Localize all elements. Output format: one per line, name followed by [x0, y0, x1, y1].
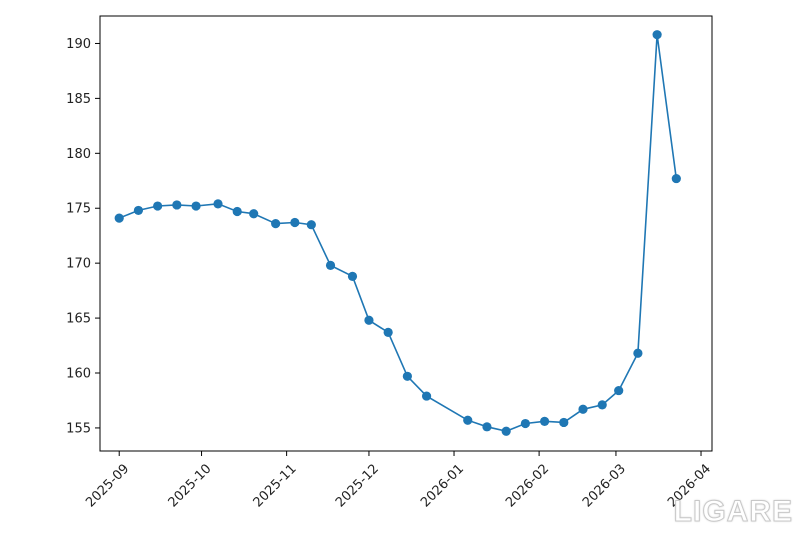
y-tick-label: 175	[66, 202, 91, 217]
data-point	[290, 217, 300, 228]
data-point	[213, 199, 223, 209]
data-point	[482, 422, 492, 432]
x-tick-label: 2025-11	[251, 461, 300, 510]
data-point	[191, 201, 201, 211]
watermark-logo: LIGARE	[673, 495, 793, 529]
y-tick-label: 165	[66, 312, 91, 327]
data-point	[614, 385, 624, 396]
data-point	[520, 418, 530, 429]
data-point	[539, 416, 550, 426]
data-point	[114, 213, 124, 223]
data-point	[633, 348, 643, 358]
data-point	[347, 271, 358, 281]
x-tick-label: 2025-10	[166, 461, 215, 510]
data-point	[306, 220, 316, 230]
x-tick-label: 2026-01	[418, 461, 467, 510]
data-point	[652, 30, 662, 40]
data-point	[153, 201, 163, 211]
y-axis: 155 160 165 170 175 180 185 190	[66, 37, 100, 436]
data-point	[578, 404, 588, 414]
x-tick-label: 2025-09	[83, 461, 132, 510]
x-tick-label: 2026-03	[580, 461, 629, 510]
x-tick-label: 2025-12	[333, 461, 382, 510]
data-point	[671, 173, 681, 184]
y-tick-label: 160	[66, 367, 91, 382]
plot-frame	[99, 15, 713, 452]
y-tick-label: 180	[66, 147, 91, 162]
data-point	[325, 260, 336, 270]
y-tick-label: 185	[66, 92, 91, 107]
x-axis: 2025-09 2025-10 2025-11 2025-12 2026-01 2026-…	[83, 451, 714, 510]
data-point	[271, 219, 281, 229]
data-point	[133, 205, 144, 216]
data-point	[463, 415, 473, 425]
data-point	[421, 391, 432, 401]
data-point	[249, 209, 259, 219]
y-tick-label: 170	[66, 257, 91, 272]
y-tick-label: 190	[66, 37, 91, 52]
data-point	[383, 327, 393, 337]
data-point	[501, 426, 511, 436]
x-tick-label: 2026-02	[503, 461, 552, 510]
data-point	[597, 400, 607, 410]
data-point	[232, 206, 242, 217]
data-point	[559, 417, 569, 428]
data-point	[402, 371, 412, 381]
y-tick-label: 155	[66, 421, 91, 436]
data-point	[172, 200, 182, 210]
data-point	[364, 315, 374, 325]
series-markers	[114, 30, 681, 436]
